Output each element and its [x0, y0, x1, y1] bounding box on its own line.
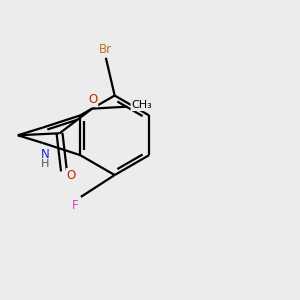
- Text: CH₃: CH₃: [131, 100, 152, 110]
- Text: O: O: [88, 93, 97, 106]
- Text: O: O: [67, 169, 76, 182]
- Text: H: H: [40, 159, 49, 169]
- Text: N: N: [40, 148, 49, 160]
- Text: F: F: [72, 199, 79, 212]
- Text: Br: Br: [99, 43, 112, 56]
